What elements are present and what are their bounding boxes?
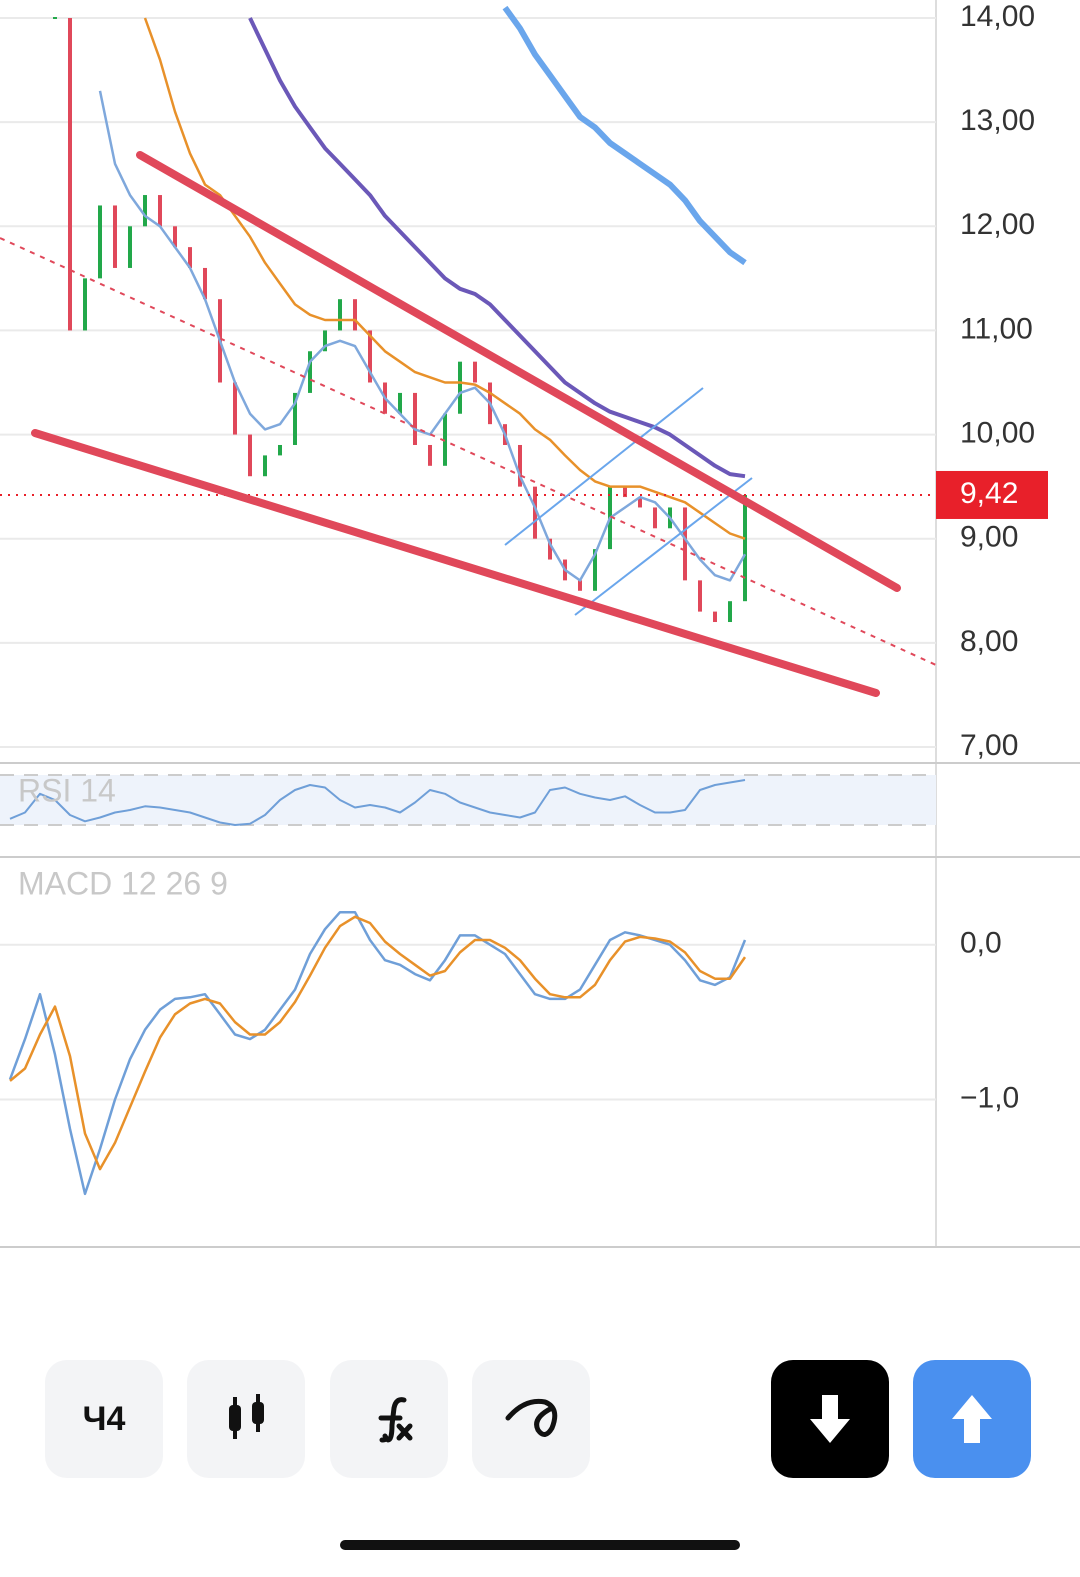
candle <box>68 18 72 331</box>
candle <box>683 507 687 581</box>
macd-title: MACD 12 26 9 <box>18 865 228 901</box>
y-tick-label: 10,00 <box>960 416 1035 449</box>
candle <box>188 247 192 268</box>
fx-icon <box>378 1397 413 1443</box>
candle <box>233 382 237 435</box>
indicator-line <box>248 17 746 479</box>
candle <box>518 444 522 487</box>
labels: 7,00 8,00 9,00 10,00 11,00 12,00 13,00 14,00 9,4… <box>936 0 1048 1114</box>
y-tick-label: 11,00 <box>960 312 1033 345</box>
candle <box>368 330 372 383</box>
chart-type-button[interactable] <box>187 1360 305 1478</box>
resistance-line <box>136 151 901 592</box>
up-arrow-icon <box>952 1395 992 1443</box>
candle <box>743 494 747 602</box>
candle <box>458 361 462 414</box>
candle <box>323 330 327 352</box>
candles-icon <box>229 1394 264 1439</box>
y-tick-label: −1,0 <box>960 1081 1019 1114</box>
indicator-line <box>502 5 747 266</box>
indicator-line <box>9 915 747 1171</box>
y-tick-label: 9,00 <box>960 521 1018 554</box>
candle <box>83 278 87 331</box>
drawing-button[interactable] <box>472 1360 590 1478</box>
last-price-label: 9,42 <box>960 477 1018 510</box>
candle <box>98 205 102 279</box>
candle <box>548 538 552 560</box>
candle <box>173 226 177 248</box>
y-tick-label: 0,0 <box>960 927 1002 960</box>
candle <box>353 299 357 331</box>
candle <box>158 195 162 227</box>
channel-line <box>504 387 704 546</box>
indicator-line <box>9 779 746 826</box>
interval-button[interactable] <box>45 1360 163 1478</box>
candle <box>713 611 717 623</box>
toolbar: Ч4 <box>45 1360 1031 1478</box>
last-price-box <box>936 470 1048 519</box>
candle <box>473 361 477 383</box>
candle <box>593 549 597 591</box>
candle <box>623 486 627 498</box>
rsi-title: RSI 14 <box>18 772 116 808</box>
y-tick-label: 14,00 <box>960 0 1035 33</box>
y-tick-label: 13,00 <box>960 104 1035 137</box>
trend-line-dotted <box>0 237 937 666</box>
candle <box>443 413 447 466</box>
candle <box>293 392 297 445</box>
candle <box>203 267 207 300</box>
home-indicator <box>340 1540 740 1550</box>
candle <box>578 580 582 591</box>
candle <box>533 486 537 539</box>
candle <box>263 455 267 477</box>
candle <box>653 507 657 529</box>
channel-line <box>574 477 753 616</box>
indicator-line <box>143 17 746 540</box>
candle <box>308 351 312 393</box>
candle <box>338 299 342 331</box>
down-arrow-icon <box>810 1395 850 1443</box>
drawing-icon <box>505 1398 558 1437</box>
candle <box>143 195 147 227</box>
y-tick-label: 12,00 <box>960 208 1035 241</box>
candle <box>413 392 417 445</box>
indicator-line <box>98 90 747 582</box>
candle <box>248 434 252 477</box>
y-tick-label: 7,00 <box>960 729 1018 762</box>
rsi-band <box>0 775 936 825</box>
candle <box>698 580 702 612</box>
interval-label: Ч4 <box>83 1400 126 1438</box>
candle <box>128 226 132 268</box>
candle <box>428 444 432 466</box>
y-tick-label: 8,00 <box>960 625 1018 658</box>
candle <box>728 601 732 623</box>
candle <box>113 205 117 268</box>
candle <box>53 17 57 20</box>
candle <box>638 497 642 508</box>
grid <box>0 17 936 1101</box>
candle <box>278 444 282 456</box>
candle <box>398 392 402 414</box>
marks <box>0 5 936 1196</box>
support-line <box>31 429 880 697</box>
indicator-line <box>8 910 747 1196</box>
